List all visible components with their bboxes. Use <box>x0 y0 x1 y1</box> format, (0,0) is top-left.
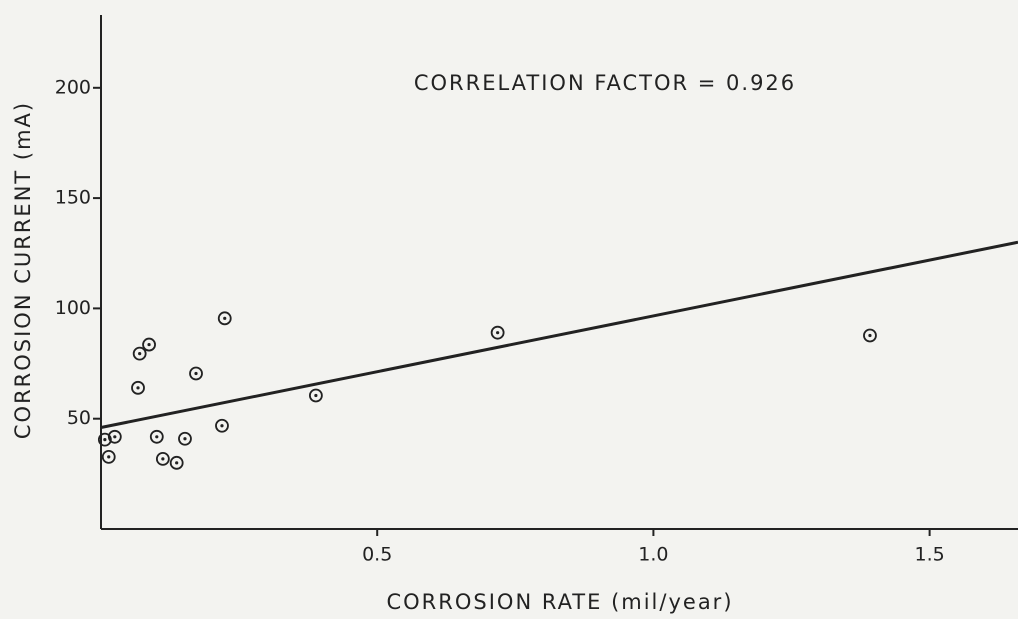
data-point <box>490 325 505 340</box>
data-point <box>178 431 192 446</box>
y-tick-label: 100 <box>55 297 91 319</box>
data-point <box>863 328 877 343</box>
x-tick-label: 1.5 <box>915 544 945 566</box>
data-point <box>169 455 184 470</box>
data-point <box>101 449 116 464</box>
data-point <box>149 429 164 444</box>
data-point <box>107 429 122 444</box>
data-point <box>308 388 323 403</box>
data-point <box>97 432 112 447</box>
data-point <box>189 366 203 381</box>
trend-line <box>100 240 1018 429</box>
y-tick-label: 50 <box>67 407 91 429</box>
x-tick-label: 0.5 <box>362 544 392 566</box>
x-tick-label: 1.0 <box>638 544 668 566</box>
annotation: CORRELATION FACTOR = 0.926 <box>414 71 796 95</box>
data-point <box>155 451 170 466</box>
x-axis-label: CORROSION RATE (mil/year) <box>386 590 733 614</box>
data-point <box>215 418 229 433</box>
data-point <box>131 380 145 395</box>
data-point <box>132 346 147 361</box>
data-point <box>142 337 156 352</box>
y-tick-label: 150 <box>55 187 91 209</box>
y-axis-label: CORROSION CURRENT (mA) <box>11 101 35 439</box>
data-point <box>217 311 232 326</box>
y-tick-label: 200 <box>55 76 91 98</box>
